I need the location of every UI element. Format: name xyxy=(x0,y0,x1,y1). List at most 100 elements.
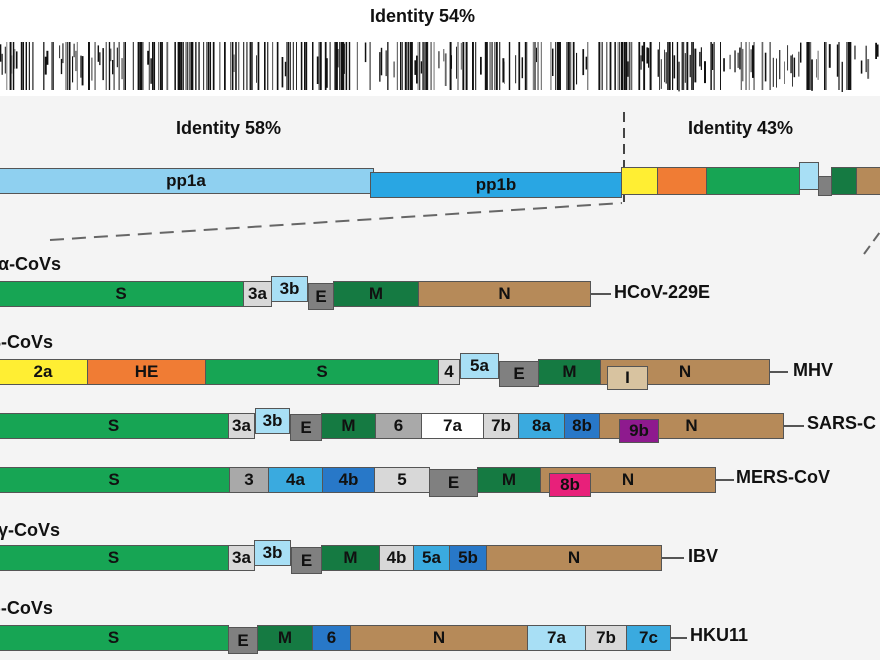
identity-bar xyxy=(344,43,345,74)
gene-label: 3b xyxy=(262,411,283,430)
identity-bar xyxy=(339,42,341,90)
genome-lightblue-segment xyxy=(799,162,819,190)
identity-bar xyxy=(324,42,327,90)
gene-label: M xyxy=(343,548,358,567)
identity-bar xyxy=(369,42,371,90)
identity-bar xyxy=(224,42,226,90)
identity-bar xyxy=(123,42,125,90)
gene-label: 8b xyxy=(572,416,592,435)
gene-S: S xyxy=(0,467,230,493)
identity-bar xyxy=(449,42,452,90)
identity-bar xyxy=(300,42,303,90)
identity-bar xyxy=(43,42,45,90)
identity-bar xyxy=(720,42,721,90)
gene-label: M xyxy=(501,470,517,489)
gene-label: S xyxy=(108,470,120,489)
identity-bar xyxy=(627,61,629,77)
identity-bar xyxy=(443,49,445,62)
identity-bar xyxy=(630,42,633,90)
virus-name-sars: SARS-C xyxy=(807,413,877,433)
identity-bar xyxy=(841,61,843,92)
genome-tan-segment xyxy=(856,167,880,195)
gene-HE: HE xyxy=(87,359,206,385)
identity-bar xyxy=(427,42,429,90)
identity-bar xyxy=(249,42,251,90)
identity-bar xyxy=(700,47,702,70)
identity-bar xyxy=(739,47,741,70)
gene-label: 6 xyxy=(393,416,404,435)
identity-bar xyxy=(643,42,646,90)
identity-bar xyxy=(281,57,284,88)
identity-bar xyxy=(304,42,306,90)
identity-bar xyxy=(150,58,152,84)
identity-bar xyxy=(672,42,674,90)
identity-bar xyxy=(62,43,64,64)
identity-bar xyxy=(9,42,12,90)
identity-bar xyxy=(238,42,240,90)
gene-2a: 2a xyxy=(0,359,88,385)
identity-bar xyxy=(182,42,184,90)
identity-bar xyxy=(409,42,412,90)
identity-bar xyxy=(433,42,435,90)
gene-E: E xyxy=(308,283,334,310)
identity-bar xyxy=(379,52,381,82)
identity-bar xyxy=(180,42,182,90)
identity-bar xyxy=(534,42,536,90)
gene-label: N xyxy=(685,416,698,435)
identity-top-label: Identity 54% xyxy=(370,6,476,26)
identity-bar xyxy=(657,49,659,77)
identity-bar xyxy=(825,42,827,90)
identity-bar xyxy=(212,42,215,90)
identity-bar xyxy=(267,42,269,90)
identity-bar xyxy=(809,42,812,90)
identity-bar xyxy=(22,42,25,90)
gene-label: 2a xyxy=(33,362,53,381)
identity-bar xyxy=(867,59,870,79)
identity-bar xyxy=(638,42,641,90)
pp1b-segment: pp1b xyxy=(370,172,622,198)
gene-label: E xyxy=(237,630,249,650)
identity-bar xyxy=(264,42,266,90)
identity-bar xyxy=(32,42,34,90)
identity-bar xyxy=(686,42,689,90)
gene-label: S xyxy=(316,362,328,381)
gene-E: E xyxy=(291,547,322,574)
gene-label: 9b xyxy=(629,421,649,440)
gene-label: S xyxy=(107,548,120,567)
identity-bar xyxy=(649,42,652,90)
gene-label: 8a xyxy=(532,416,551,435)
gene-label: 7b xyxy=(596,628,616,647)
identity-bar xyxy=(160,42,162,90)
identity-bar xyxy=(393,61,395,78)
identity-bar xyxy=(401,42,403,90)
identity-bar xyxy=(28,42,30,90)
identity-bar xyxy=(860,60,863,74)
identity-bar xyxy=(729,54,731,70)
identity-bar xyxy=(340,42,343,90)
gene-label: 7c xyxy=(639,628,658,647)
genome-darkgreen-segment xyxy=(831,167,857,195)
gene-label: 7a xyxy=(547,628,566,647)
gene-7b: 7b xyxy=(585,625,627,651)
gene-label: 7a xyxy=(443,416,462,435)
connector-line xyxy=(662,557,684,559)
identity-bar xyxy=(748,42,750,90)
identity-bar xyxy=(640,55,642,70)
identity-bar xyxy=(356,42,358,90)
identity-bar xyxy=(348,42,351,90)
identity-bar xyxy=(139,42,141,90)
identity-bar xyxy=(185,42,187,90)
gene-label: E xyxy=(300,550,313,570)
gene-E: E xyxy=(228,627,258,654)
identity-bar xyxy=(288,42,289,90)
connector-line xyxy=(591,293,611,295)
gene-6: 6 xyxy=(375,413,422,439)
gene-label: N xyxy=(567,548,581,567)
gene-label: 3a xyxy=(232,416,251,435)
identity-bar xyxy=(664,49,665,83)
gene-E: E xyxy=(499,361,539,387)
identity-bar xyxy=(484,42,487,90)
identity-bar xyxy=(316,56,319,84)
identity-bar xyxy=(336,42,338,90)
gene-4: 4 xyxy=(438,359,460,385)
